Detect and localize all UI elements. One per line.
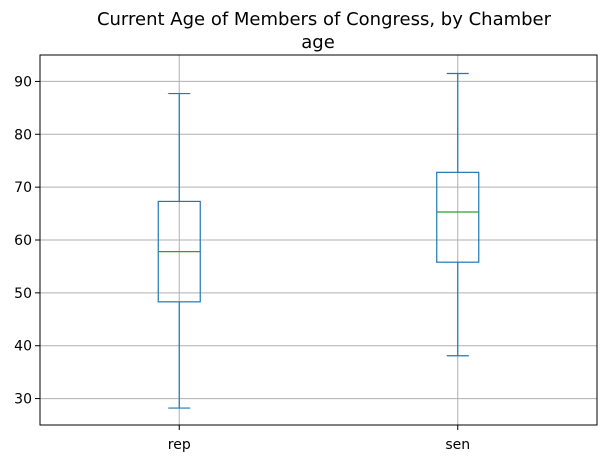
box-layer — [157, 72, 480, 409]
y-tick-label-60: 60 — [14, 233, 32, 249]
chart-title: Current Age of Members of Congress, by C… — [97, 9, 552, 30]
y-tick-label-80: 80 — [14, 127, 32, 143]
y-tick-label-40: 40 — [14, 339, 32, 355]
y-tick-label-50: 50 — [14, 286, 32, 302]
box-rep — [157, 92, 201, 409]
x-tick-label-rep: rep — [168, 437, 191, 453]
y-tick-label-70: 70 — [14, 180, 32, 196]
box-sen — [436, 72, 480, 357]
iqr-box-sen — [436, 171, 480, 263]
y-tick-label-90: 90 — [14, 74, 32, 90]
grid-layer — [40, 55, 597, 425]
chart-subtitle: age — [301, 32, 335, 53]
axis-layer: 30 40 50 60 70 80 90 rep sen — [14, 74, 470, 453]
plot-frame — [39, 54, 598, 426]
x-tick-label-sen: sen — [445, 437, 470, 453]
y-tick-label-30: 30 — [14, 392, 32, 408]
